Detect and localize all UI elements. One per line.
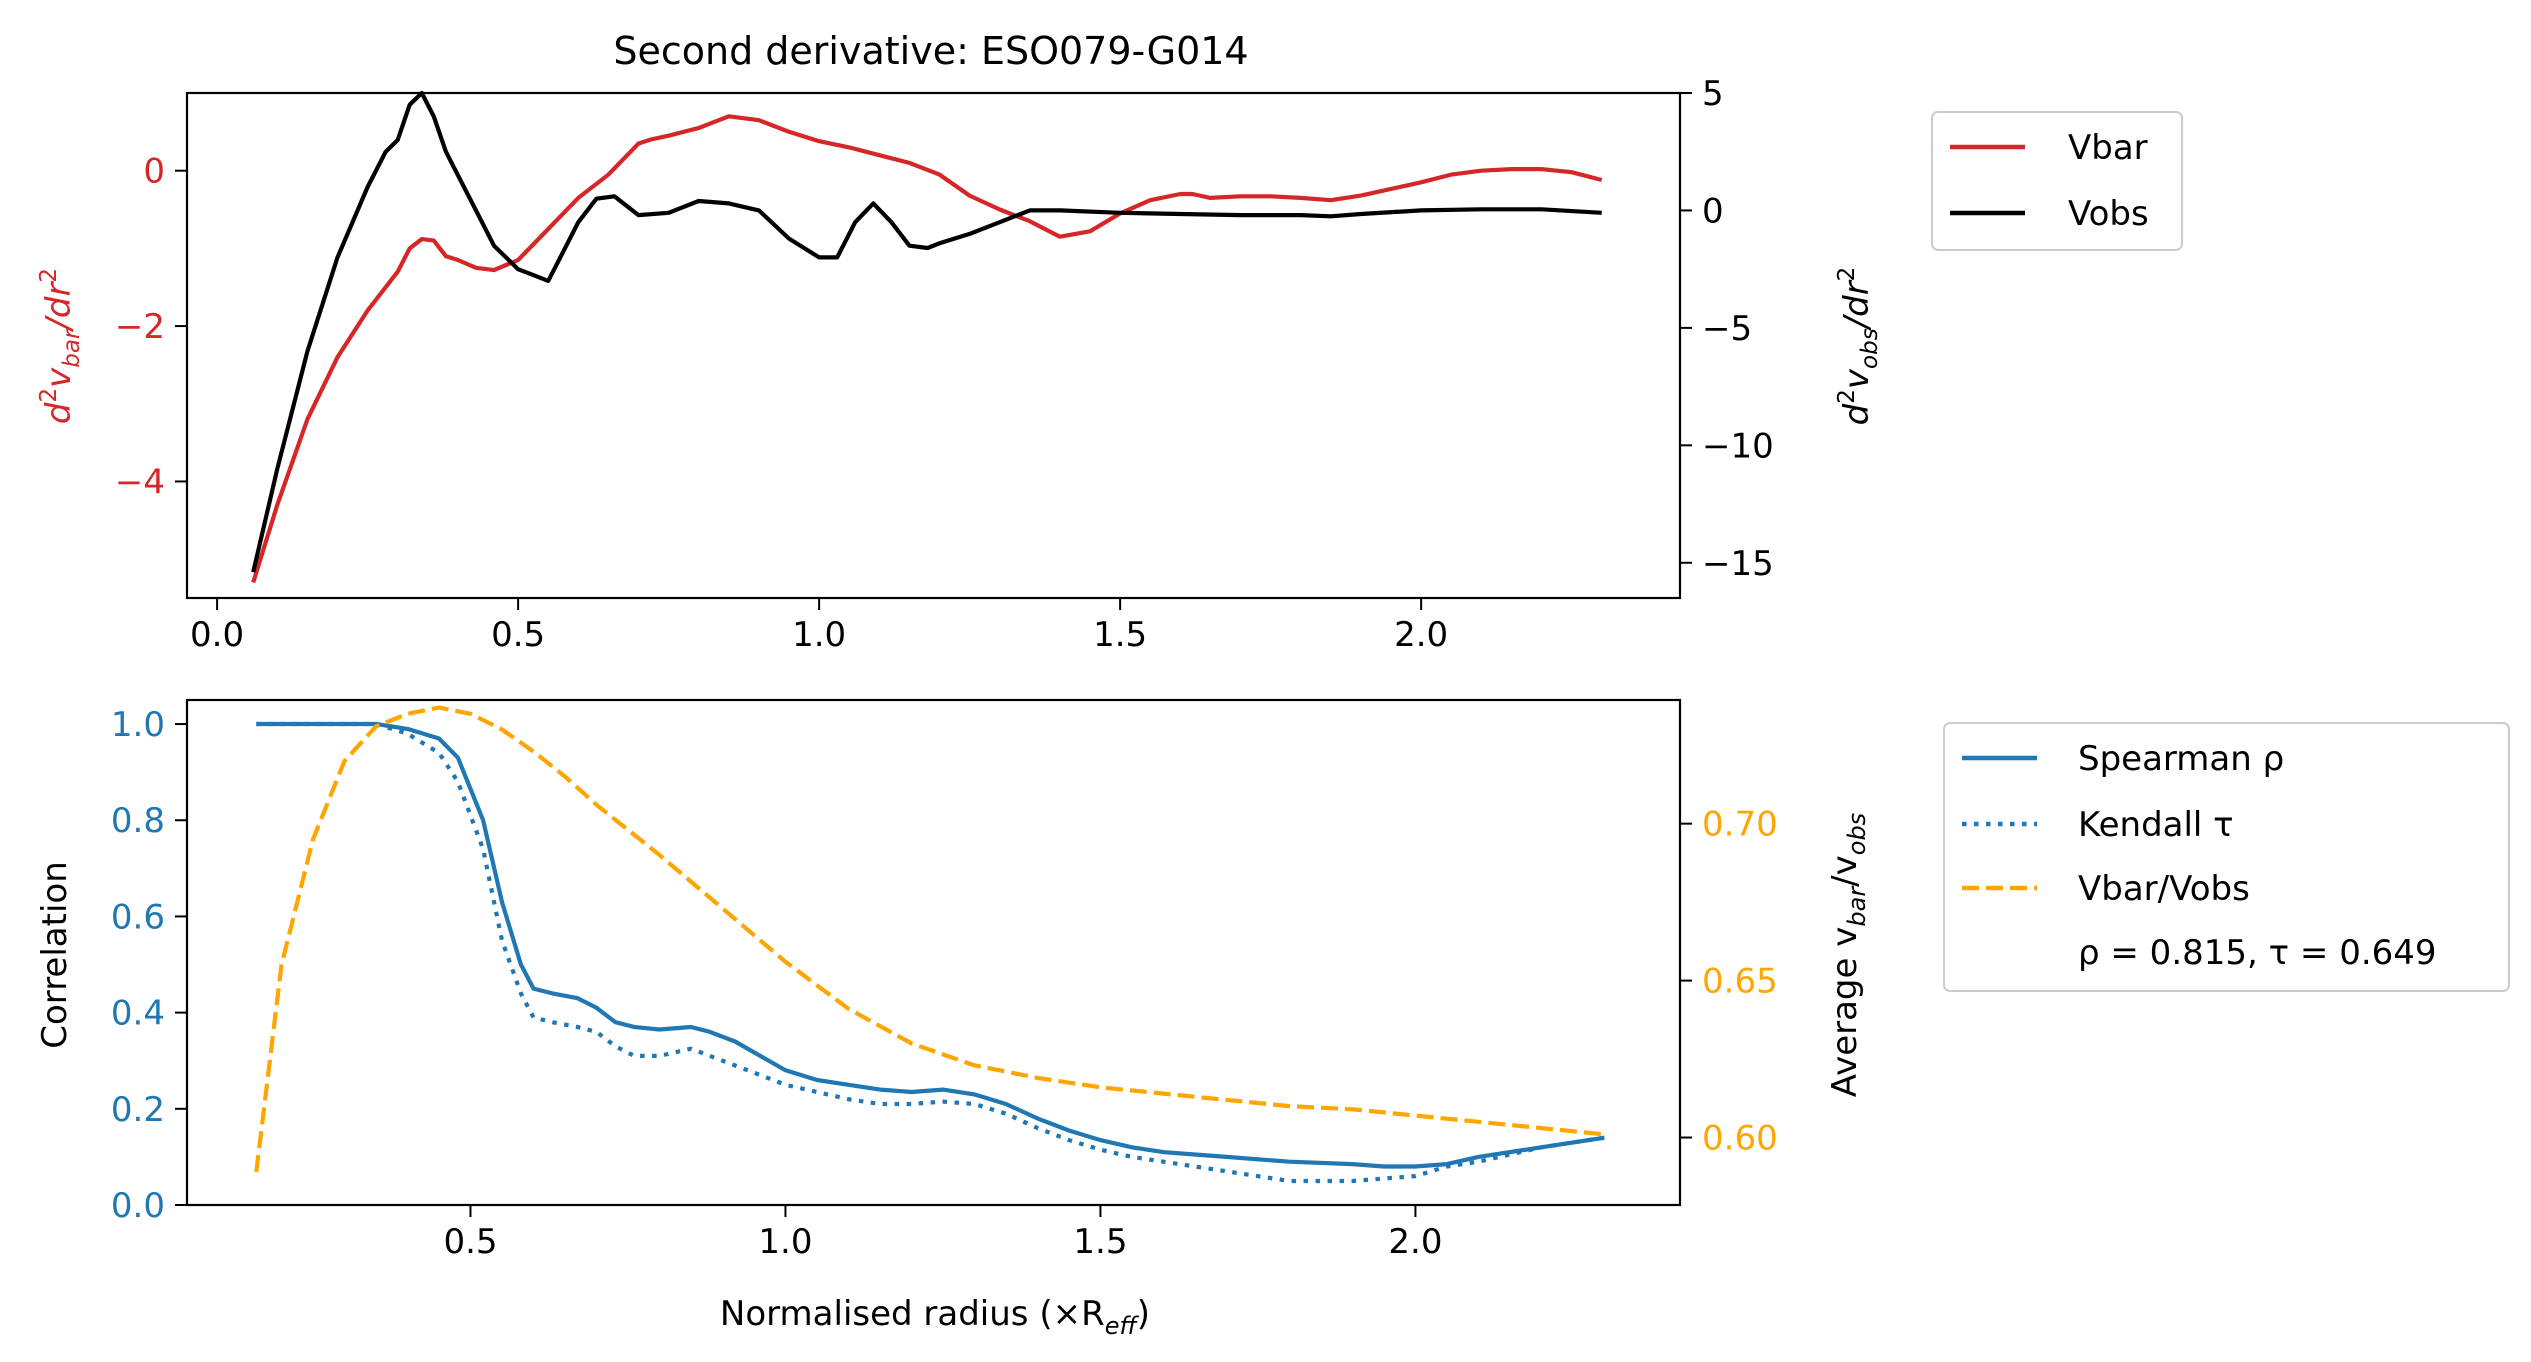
top-right-y-label: d2vobs/dr2: [1834, 267, 1883, 426]
x-tick-label: 1.0: [758, 1222, 812, 1262]
x-tick-label: 1.0: [792, 615, 846, 655]
right-y-tick-label: −15: [1702, 544, 1774, 584]
legend-vbar-label: Vbar: [2068, 128, 2148, 168]
top-chart-title: Second derivative: ESO079-G014: [613, 29, 1248, 73]
top-axes-frame: [185, 91, 1682, 600]
right-y-tick-label: 0.70: [1702, 805, 1778, 845]
x-tick-label: 0.0: [190, 615, 244, 655]
bottom-legend-box: [1943, 722, 2510, 992]
right-y-tick-label: −10: [1702, 426, 1774, 466]
bottom-right-y-label: Average vbar/vobs: [1825, 813, 1871, 1097]
left-y-tick-label: 0.2: [111, 1090, 165, 1130]
left-y-tick-label: 0: [143, 152, 165, 192]
left-y-tick-label: −2: [115, 307, 165, 347]
left-y-tick-label: 0.0: [111, 1186, 165, 1226]
bottom-panel: 0.5 1.0 1.5 2.0 0.0 0.2 0.4 0.6 0.8 1.0 0.60 0.65…: [35, 698, 2510, 1340]
series-line-spearman: [256, 721, 1605, 1169]
bottom-right-y-axis: 0.60 0.65 0.70: [1680, 805, 1778, 1159]
top-x-axis: 0.0 0.5 1.0 1.5 2.0: [190, 598, 1448, 655]
bottom-left-y-axis: 0.0 0.2 0.4 0.6 0.8 1.0: [111, 705, 187, 1226]
legend-ratio-label: Vbar/Vobs: [2078, 869, 2250, 909]
left-y-tick-label: 1.0: [111, 705, 165, 745]
legend-kendall-label: Kendall τ: [2078, 805, 2234, 845]
bottom-axes-frame: [185, 698, 1682, 1207]
legend-vobs-label: Vobs: [2068, 194, 2149, 234]
left-y-tick-label: 0.4: [111, 994, 165, 1034]
bottom-x-label: Normalised radius (×Reff): [720, 1294, 1150, 1340]
bottom-plot-area: [254, 705, 1605, 1184]
x-tick-label: 1.5: [1093, 615, 1147, 655]
right-y-tick-label: 5: [1702, 74, 1724, 114]
bottom-x-axis: 0.5 1.0 1.5 2.0: [443, 1205, 1442, 1262]
x-tick-label: 2.0: [1388, 1222, 1442, 1262]
right-y-tick-label: −5: [1702, 309, 1752, 349]
x-tick-label: 1.5: [1073, 1222, 1127, 1262]
top-right-y-axis: 5 0 −5 −10 −15: [1680, 74, 1774, 584]
top-legend: Vbar Vobs: [1931, 111, 2183, 251]
right-y-tick-label: 0: [1702, 191, 1724, 231]
bottom-left-y-label: Correlation: [35, 861, 75, 1048]
series-line-vbar: [251, 114, 1603, 584]
legend-spearman-label: Spearman ρ: [2078, 739, 2284, 779]
series-line-kendall: [256, 721, 1605, 1184]
x-tick-label: 2.0: [1394, 615, 1448, 655]
x-tick-label: 0.5: [491, 615, 545, 655]
series-line-vbar-vobs: [254, 705, 1605, 1173]
right-y-tick-label: 0.60: [1702, 1119, 1778, 1159]
right-y-tick-label: 0.65: [1702, 962, 1778, 1002]
top-left-y-axis: 0 −2 −4: [115, 152, 187, 502]
left-y-tick-label: 0.8: [111, 801, 165, 841]
x-tick-label: 0.5: [443, 1222, 497, 1262]
left-y-tick-label: 0.6: [111, 897, 165, 937]
left-y-tick-label: −4: [115, 462, 165, 502]
legend-correlation-annotation: ρ = 0.815, τ = 0.649: [2078, 933, 2437, 973]
top-left-y-label: d2vbar/dr2: [36, 268, 85, 424]
bottom-legend: Spearman ρ Kendall τ Vbar/Vobs ρ = 0.815…: [1943, 722, 2510, 992]
top-panel: Second derivative: ESO079-G014 0.0 0.5 1.0…: [36, 29, 2183, 655]
